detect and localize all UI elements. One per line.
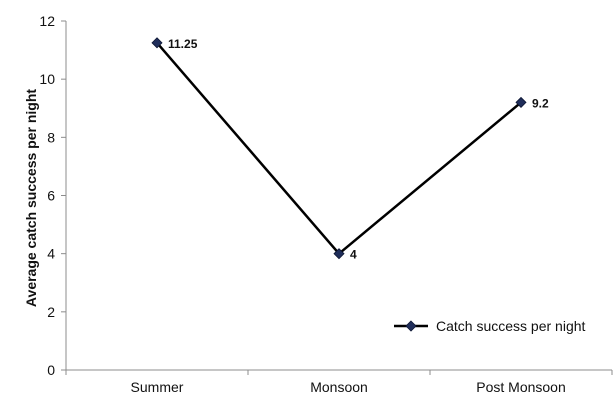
- axes: 0 2 4 6 8 10 12 Summer Monsoon Post Monsoon: [39, 13, 613, 395]
- y-tick-label: 8: [47, 129, 55, 145]
- series-layer: [151, 37, 527, 260]
- series-line: [156, 41, 522, 255]
- data-point-marker: [515, 96, 527, 108]
- y-tick-label: 10: [39, 71, 55, 87]
- data-label: 4: [350, 248, 357, 262]
- y-tick-label: 2: [47, 304, 55, 320]
- y-tick-label: 12: [39, 13, 55, 29]
- y-tick-label: 6: [47, 188, 55, 204]
- y-tick-label: 0: [47, 362, 55, 378]
- data-point-marker: [151, 37, 163, 49]
- x-tick-label: Post Monsoon: [476, 379, 566, 395]
- labels-layer: 11.25 4 9.2: [168, 37, 549, 262]
- data-point-marker: [333, 248, 345, 260]
- legend-marker-swatch: [405, 320, 417, 332]
- y-axis-title: Average catch success per night: [23, 89, 39, 307]
- data-label: 11.25: [168, 37, 198, 51]
- data-label: 9.2: [532, 96, 549, 110]
- legend-label: Catch success per night: [436, 318, 586, 334]
- legend: Catch success per night: [394, 318, 586, 334]
- x-tick-label: Monsoon: [310, 379, 368, 395]
- x-tick-label: Summer: [131, 379, 184, 395]
- y-tick-label: 4: [47, 246, 55, 262]
